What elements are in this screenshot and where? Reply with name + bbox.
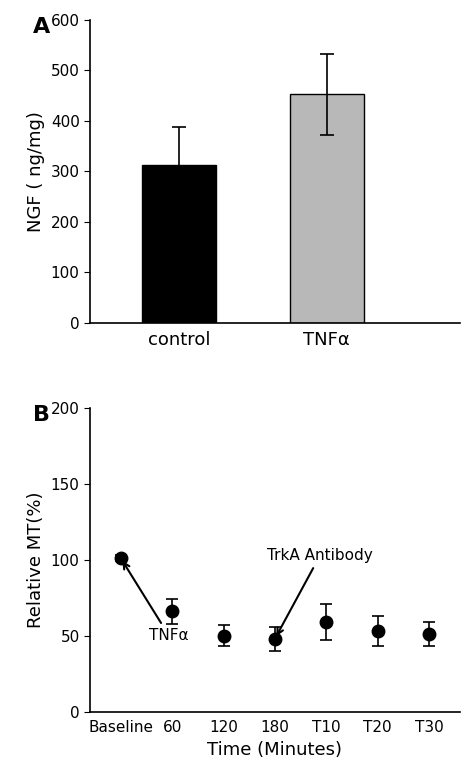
Text: B: B: [33, 405, 50, 425]
Text: TNFα: TNFα: [124, 563, 189, 643]
Y-axis label: Relative MT(%): Relative MT(%): [27, 492, 45, 628]
X-axis label: Time (Minutes): Time (Minutes): [208, 741, 342, 759]
Text: TrkA Antibody: TrkA Antibody: [267, 548, 373, 634]
Text: A: A: [33, 16, 50, 37]
Y-axis label: NGF ( ng/mg): NGF ( ng/mg): [27, 111, 45, 231]
Bar: [142, 165, 216, 323]
Bar: [290, 95, 364, 323]
